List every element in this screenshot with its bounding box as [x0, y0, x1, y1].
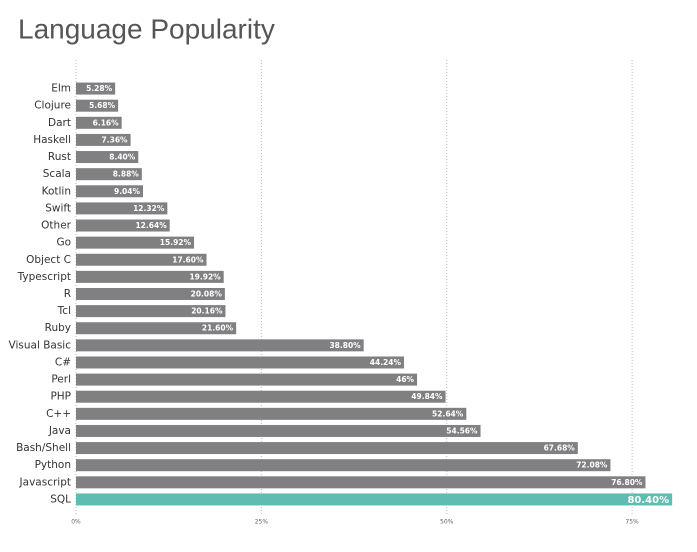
bar: [76, 459, 611, 472]
value-label: 17.60%: [172, 255, 204, 264]
y-tick-label: Python: [35, 459, 71, 471]
y-tick-label: Rust: [48, 151, 71, 163]
bar: [76, 390, 446, 403]
bar: [76, 442, 578, 455]
bar: [76, 219, 170, 232]
value-label: 76.80%: [611, 478, 643, 487]
bar: [76, 151, 139, 164]
y-tick-label: Clojure: [34, 100, 71, 112]
x-tick-label: 50%: [440, 519, 454, 526]
value-label: 20.16%: [191, 307, 223, 316]
value-label: 12.32%: [133, 204, 165, 213]
value-label: 21.60%: [202, 324, 234, 333]
bar: [76, 305, 226, 318]
value-label: 5.68%: [89, 101, 116, 110]
bar: [76, 202, 168, 215]
bar: [76, 133, 131, 146]
value-label: 49.84%: [411, 392, 443, 401]
y-tick-label: SQL: [50, 493, 71, 505]
bar: [76, 270, 224, 283]
y-tick-label: Kotlin: [42, 185, 71, 197]
x-tick-label: 75%: [625, 519, 639, 526]
y-tick-label: Object C: [26, 254, 71, 266]
y-tick-label: Tcl: [57, 305, 71, 317]
bar: [76, 407, 467, 420]
bar: [76, 185, 144, 198]
bar: [76, 116, 122, 129]
y-tick-label: C#: [55, 356, 71, 368]
value-label: 15.92%: [160, 238, 192, 247]
y-tick-label: Typescript: [17, 271, 71, 283]
y-tick-label: Elm: [51, 83, 71, 95]
y-tick-label: Haskell: [33, 134, 71, 146]
y-tick-label: Java: [48, 425, 71, 437]
bar: [76, 493, 673, 506]
bar: [76, 339, 364, 352]
bar: [76, 476, 646, 489]
y-tick-label: Perl: [51, 374, 71, 386]
y-tick-label: Other: [41, 220, 71, 232]
bar: [76, 168, 142, 181]
value-label: 44.24%: [370, 358, 402, 367]
value-label: 52.64%: [432, 409, 464, 418]
value-label: 19.92%: [189, 272, 221, 281]
bar: [76, 236, 195, 249]
y-tick-label: Javascript: [19, 476, 71, 488]
value-label: 72.08%: [576, 461, 608, 470]
bar: [76, 356, 405, 369]
chart-title: Language Popularity: [18, 13, 275, 44]
bar: [76, 322, 237, 335]
y-tick-label: Visual Basic: [9, 339, 72, 351]
bar: [76, 288, 225, 300]
value-label: 5.28%: [86, 84, 113, 93]
value-label: 12.64%: [135, 221, 167, 230]
y-tick-label: Go: [56, 237, 71, 249]
y-tick-label: Ruby: [45, 322, 71, 334]
y-tick-label: C++: [46, 408, 71, 420]
bar: [76, 253, 207, 266]
y-tick-label: Bash/Shell: [16, 442, 71, 454]
y-tick-label: Swift: [45, 202, 71, 214]
value-label: 80.40%: [627, 495, 669, 506]
value-label: 20.08%: [191, 290, 223, 299]
bar: [76, 82, 116, 95]
bar: [76, 373, 418, 386]
y-tick-label: Scala: [43, 168, 71, 180]
x-tick-label: 0%: [71, 519, 81, 526]
value-label: 54.56%: [446, 426, 478, 435]
value-label: 8.88%: [113, 170, 140, 179]
value-label: 8.40%: [109, 153, 136, 162]
bar: [76, 424, 481, 437]
y-tick-label: R: [64, 288, 71, 300]
y-tick-label: Dart: [48, 117, 71, 129]
value-label: 67.68%: [544, 444, 576, 453]
bar: [76, 99, 119, 112]
x-tick-label: 25%: [255, 519, 269, 526]
y-tick-label: PHP: [50, 391, 71, 403]
value-label: 9.04%: [114, 187, 141, 196]
value-label: 6.16%: [93, 118, 120, 127]
value-label: 38.80%: [329, 341, 361, 350]
value-label: 46%: [396, 375, 414, 384]
value-label: 7.36%: [102, 135, 129, 144]
